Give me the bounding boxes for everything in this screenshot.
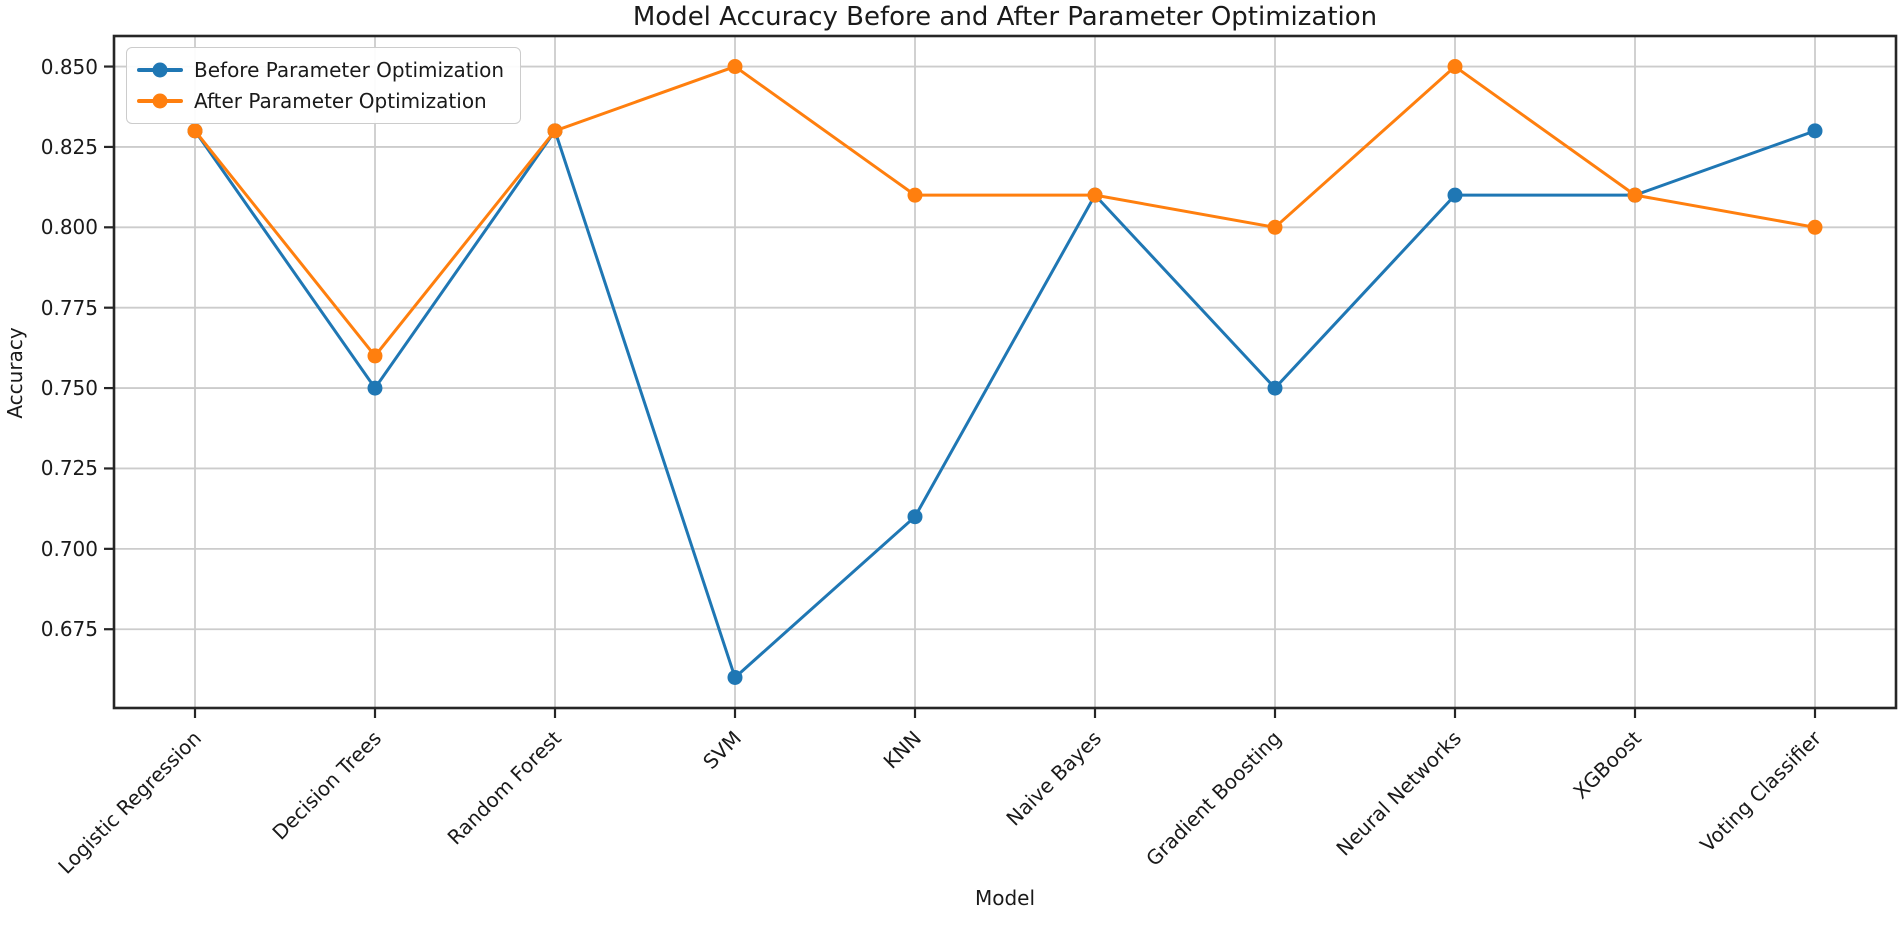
legend: Before Parameter Optimization After Para… [126, 47, 522, 124]
legend-label-after: After Parameter Optimization [194, 89, 487, 113]
chart-title: Model Accuracy Before and After Paramete… [632, 2, 1378, 32]
y-tick-label: 0.750 [40, 376, 98, 401]
legend-line-icon [137, 93, 183, 109]
data-point-marker [727, 669, 743, 685]
y-tick-label: 0.700 [40, 536, 98, 561]
data-point-marker [1807, 219, 1823, 235]
legend-label-before: Before Parameter Optimization [194, 58, 505, 82]
data-point-marker [1087, 187, 1103, 203]
y-tick-label: 0.850 [40, 54, 98, 79]
legend-marker-icon [152, 62, 168, 78]
data-point-marker [907, 187, 923, 203]
data-point-marker [1807, 123, 1823, 139]
y-tick-label: 0.825 [40, 134, 98, 159]
data-point-marker [367, 380, 383, 396]
data-point-marker [1267, 380, 1283, 396]
legend-item-after: After Parameter Optimization [137, 87, 504, 115]
y-tick-label: 0.675 [40, 617, 98, 642]
data-point-marker [907, 509, 923, 525]
data-point-marker [367, 348, 383, 364]
series-line [193, 65, 1816, 358]
legend-line-icon [137, 62, 183, 78]
x-axis-title: Model [974, 886, 1036, 910]
y-tick-label: 0.775 [40, 295, 98, 320]
data-point-marker [547, 123, 563, 139]
y-tick-label: 0.800 [40, 215, 98, 240]
legend-item-before: Before Parameter Optimization [137, 56, 504, 84]
data-point-marker [1627, 187, 1643, 203]
data-point-marker [1447, 59, 1463, 75]
data-point-marker [187, 123, 203, 139]
data-point-marker [727, 59, 743, 75]
data-point-marker [1447, 187, 1463, 203]
data-point-marker [1267, 219, 1283, 235]
y-tick-label: 0.725 [40, 456, 98, 481]
axes-border [112, 34, 1898, 710]
legend-marker-icon [152, 93, 168, 109]
series-line [193, 129, 1816, 679]
